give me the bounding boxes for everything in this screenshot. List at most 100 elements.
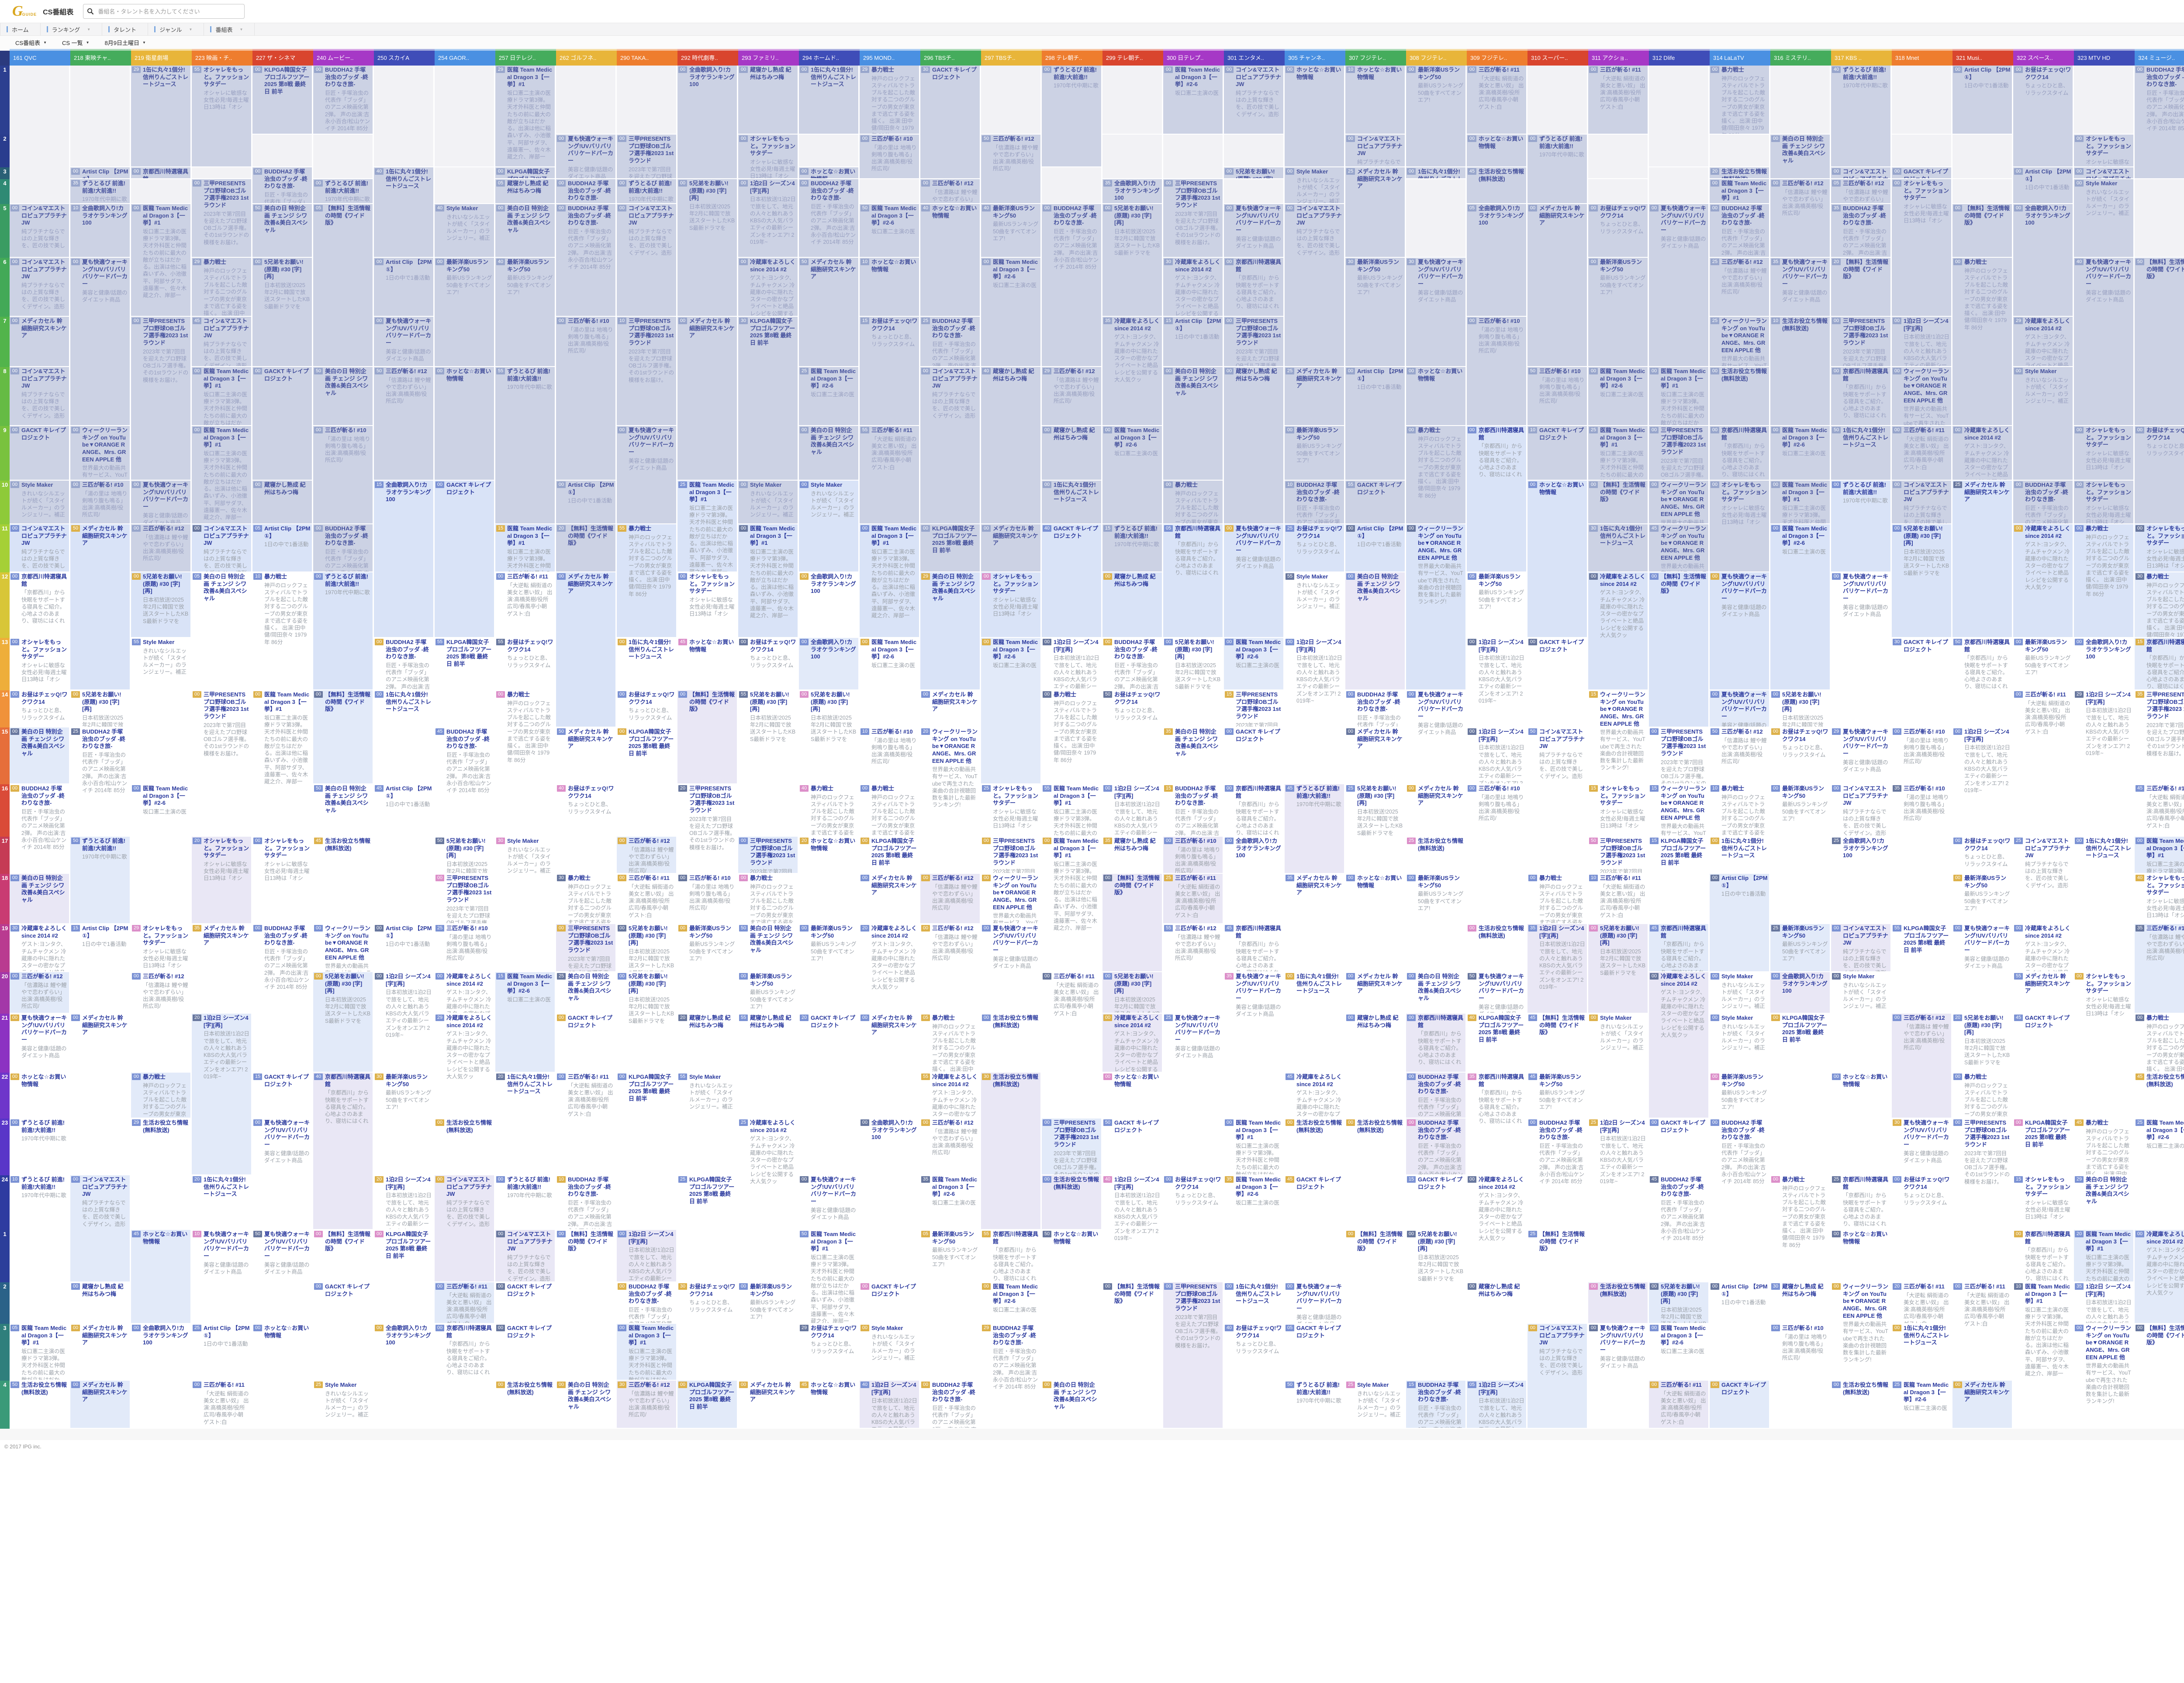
- program-cell[interactable]: 15 医龍 Team Medical Dragon 3【一挙】#1 坂口憲二主演の医…: [495, 524, 555, 571]
- program-cell[interactable]: 50 三匹が斬る! #12 「信濃路は 鯉や鯉やで恋わずらい」 出演:高橋英樹/役所…: [374, 367, 433, 480]
- program-cell[interactable]: 35 BUDDHA2 手塚治虫のブッダ -終わりなき旅- 巨匠・手塚治虫の代表作「ブ…: [1831, 204, 1890, 257]
- channel-header[interactable]: 321 Musi..: [1952, 51, 2013, 66]
- program-cell[interactable]: 05 医龍 Team Medical Dragon 3【一挙】#1 坂口憲二主演の医…: [10, 1324, 69, 1380]
- program-cell[interactable]: 20 5兄弟をお願い!(原題) #30 [字][再] 日本初放送!2025年2月に韓…: [1952, 1014, 2012, 1072]
- channel-header[interactable]: 293 ファミリ..: [738, 51, 799, 66]
- program-cell[interactable]: 35 夏も快適ウォーキング!UVバリバリバリケードパーカー 美容と健康/話題のダイエ…: [1224, 972, 1283, 1118]
- program-cell[interactable]: 25 Style Maker きれいなシルエットが続く「スタイルメーカー」のランジェ…: [1345, 1381, 1405, 1428]
- program-cell[interactable]: 30 1缶に丸々1個分!信州りんごストレートジュース: [1588, 524, 1648, 571]
- program-cell[interactable]: 00夏も快適ウォーキング!UVバリバリバリケードパーカー美容と健康/話題のダイエ…: [1710, 690, 1769, 727]
- program-cell[interactable]: 00【無料】生活情報の時間《ワイド版》: [313, 690, 373, 783]
- program-cell[interactable]: 00【無料】生活情報の時間《ワイド版》: [556, 1230, 615, 1380]
- program-cell[interactable]: 10 BUDDHA2 手塚治虫のブッダ -終わりなき旅- 巨匠・手塚治虫の代表作「ブ…: [1285, 481, 1344, 523]
- program-cell[interactable]: 40 ホッとな☆お買い物情報: [920, 204, 980, 316]
- program-cell[interactable]: 00コイン&マエストロピュアプラチナJW純プラチナならではの上質な輝きを、匠の技…: [1831, 167, 1890, 178]
- program-cell[interactable]: 10 生活お役立ち情報(無料放送): [1770, 317, 1830, 425]
- program-cell[interactable]: 15京都西川特選寝具館「京都西川」から快眠をサポートする寝具をご紹介。心地よさの…: [2135, 638, 2184, 689]
- program-cell[interactable]: 00 Style Maker きれいなシルエットが続く「スタイルメーカー」のランジェ…: [860, 1324, 919, 1380]
- program-cell[interactable]: 00 1泊2日 シーズン4 [字][再] 日本初放送!1泊2日で旅をして、地元の人々…: [738, 179, 798, 257]
- program-cell[interactable]: 35 メディカセル 幹細胞研究スキンケア: [192, 924, 251, 1013]
- program-cell[interactable]: 00 三匹が斬る! #11 「大逆転 絹街道の美女と悪い奴」 出演:高橋英樹/役所広…: [617, 874, 676, 923]
- program-cell[interactable]: 00 Style Maker きれいなシルエットが続く「スタイルメーカー」のランジェ…: [1710, 972, 1769, 1013]
- program-cell[interactable]: 00 三甲PRESENTS プロ野球OBゴルフ選手権2023 1stラウンド 202…: [192, 690, 251, 836]
- program-cell[interactable]: 00 全曲歌詞入り!カラオケランキング100: [131, 1324, 190, 1428]
- program-cell[interactable]: 00 三甲PRESENTS プロ野球OBゴルフ選手権2023 1stラウンド 202…: [1163, 1282, 1223, 1428]
- program-cell[interactable]: 55 KLPGA韓国女子プロゴルフツアー2025 第8戦 最終日 前半: [1892, 924, 1951, 1013]
- program-cell[interactable]: 00 Style Maker きれいなシルエットが続く「スタイルメーカー」のランジェ…: [1831, 972, 1890, 1072]
- program-cell[interactable]: 05 全曲歌詞入り!カラオケランキング100: [1467, 204, 1526, 316]
- program-cell[interactable]: 45 京都西川特選寝具館 「京都西川」から快眠をサポートする寝具をご紹介。心地よさの…: [1649, 924, 1708, 971]
- program-cell[interactable]: 00 メディカセル 幹細胞研究スキンケア: [1345, 972, 1405, 1013]
- program-cell[interactable]: 00 1泊2日 シーズン4 [字][再] 日本初放送!1泊2日で旅をして、地元の人々…: [1467, 727, 1526, 783]
- program-cell[interactable]: 25 【無料】生活情報の時間《ワイド版》: [1527, 1230, 1587, 1323]
- program-cell[interactable]: 20 オシャレをもっと。ファッションサタデー オシャレに敏感な女性必見!毎週土曜日1…: [192, 837, 251, 923]
- program-cell[interactable]: 00 1泊2日 シーズン4 [字][再] 日本初放送!1泊2日で旅をして、地元の人々…: [617, 1230, 676, 1281]
- program-cell[interactable]: 35 三匹が斬る! #10 「湯の里は 地鳴り剣鳴り腹も鳴る」 出演:高橋英樹/役所…: [1892, 784, 1951, 923]
- program-cell[interactable]: 15 医龍 Team Medical Dragon 3【一挙】#2-6 坂口憲二主演…: [495, 972, 555, 1072]
- program-cell[interactable]: 30 蔵寝かし熟成 紀州はちみつ梅: [1770, 1282, 1830, 1323]
- program-cell[interactable]: 10 GACKT キレイプロジェクト: [1527, 426, 1587, 480]
- program-cell[interactable]: 00 医龍 Team Medical Dragon 3【一挙】#2-6 坂口憲二主演…: [1102, 426, 1162, 523]
- program-cell[interactable]: 00【無料】生活情報の時間《ワイド版》: [1649, 572, 1708, 727]
- program-cell[interactable]: 00【無料】生活情報の時間《ワイド版》: [2135, 1324, 2184, 1428]
- program-cell[interactable]: 40 蔵寝かし熟成 紀州はちみつ梅: [981, 367, 1040, 523]
- program-cell[interactable]: 15 BUDDHA2 手塚治虫のブッダ -終わりなき旅- 巨匠・手塚治虫の代表作「ブ…: [1163, 784, 1223, 836]
- program-cell[interactable]: 00 蔵寝かし熟成 紀州はちみつ梅: [738, 66, 798, 134]
- program-cell[interactable]: 45 京都西川特選寝具館 「京都西川」から快眠をサポートする寝具をご紹介。心地よさの…: [1224, 924, 1283, 971]
- program-cell[interactable]: 25 Artist Clip 【2PM ①】 1日の中で1番活動: [192, 1324, 251, 1380]
- program-cell[interactable]: 00 1泊2日 シーズン4 [字][再] 日本初放送!1泊2日で旅をして、地元の人々…: [1892, 317, 1951, 366]
- program-cell[interactable]: 10 三匹が斬る! #10 「湯の里は 地鳴り剣鳴り腹も鳴る」 出演:高橋英樹/役所…: [860, 727, 919, 783]
- program-cell[interactable]: 35 メディカセル 幹細胞研究スキンケア: [1285, 874, 1344, 971]
- program-cell[interactable]: 25 医龍 Team Medical Dragon 3【一挙】#1 坂口憲二主演の医…: [677, 481, 737, 571]
- program-cell[interactable]: 35 夏も快適ウォーキング!UVバリバリバリケードパーカー 美容と健康/話題のダイエ…: [1770, 258, 1830, 316]
- program-cell[interactable]: 00 メディカセル 幹細胞研究スキンケア: [1952, 1381, 2012, 1428]
- program-cell[interactable]: 10 全曲歌詞入り!カラオケランキング100: [70, 204, 130, 257]
- program-cell[interactable]: 00 最新洋楽USランキング50 最新USランキング50曲をすべてオンエア!: [677, 924, 737, 1013]
- program-cell[interactable]: 00 美白の日 特別企画 チェンジ シワ改善&美白スペシャル: [1345, 572, 1405, 689]
- program-cell[interactable]: 00 ずうとるび 前進!前進!大前進!! 1970年代中期に歌: [1042, 66, 1101, 166]
- program-cell[interactable]: 00 全曲歌詞入り!カラオケランキング100: [799, 572, 858, 637]
- program-cell[interactable]: 40 KLPGA韓国女子プロゴルフツアー2025 第8戦 最終日 前半: [1467, 1014, 1526, 1072]
- program-cell[interactable]: 00【無料】生活情報の時間《ワイド版》: [1102, 874, 1162, 971]
- program-cell[interactable]: 00コイン&マエストロピュアプラチナJW純プラチナならではの上質な輝きを、匠の技…: [1345, 135, 1405, 166]
- channel-header[interactable]: 316 ミステリ..: [1770, 51, 1831, 66]
- program-cell[interactable]: 40 Style Maker きれいなシルエットが続く「スタイルメーカー」のランジェ…: [435, 204, 494, 257]
- program-cell[interactable]: 50 医龍 Team Medical Dragon 3【一挙】#2-6 坂口憲二主演…: [860, 204, 919, 257]
- program-cell[interactable]: 29 生活お役立ち情報(無料放送): [131, 1119, 190, 1229]
- program-cell[interactable]: 15 オシャレをもっと。ファッションサタデー オシャレに敏感な女性必見!毎週土曜日1…: [1588, 784, 1648, 836]
- program-cell[interactable]: 10 暴力戦士 神戸のロックフェスティバルでトラブルを起こした敵対する二つのグループ…: [1710, 784, 1769, 836]
- program-cell[interactable]: 40 1泊2日 シーズン4 [字][再] 日本初放送!1泊2日で旅をして、地元の人々…: [860, 1381, 919, 1428]
- program-cell[interactable]: 00 医龍 Team Medical Dragon 3【一挙】#2-6 坂口憲二主演…: [1770, 524, 1830, 689]
